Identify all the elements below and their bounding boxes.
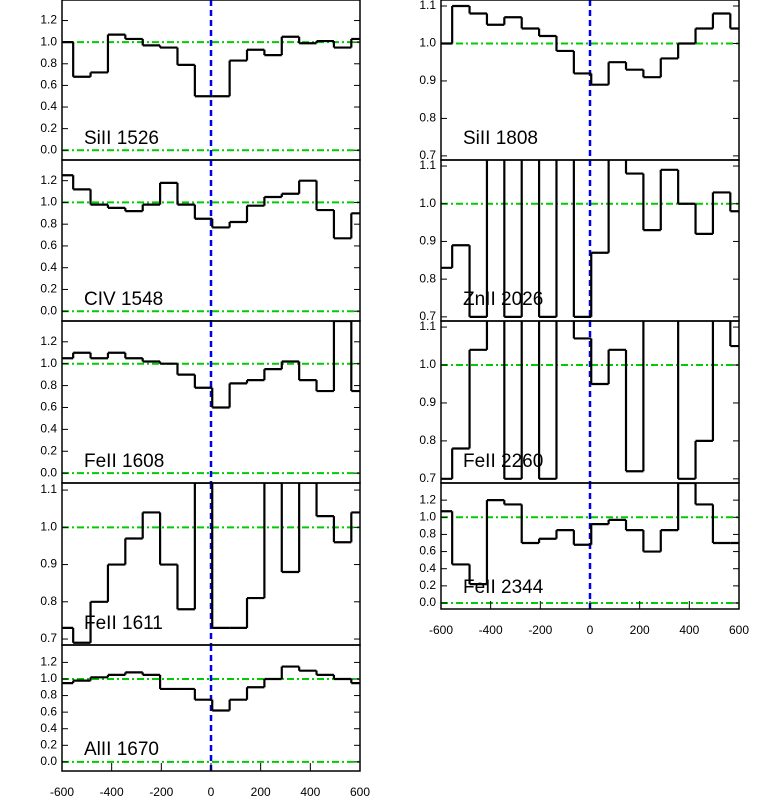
y-tick-label: 0.9: [419, 73, 436, 87]
x-tick-label: -200: [149, 785, 173, 799]
panel: 0.0 0.2 0.4 0.6 0.8 1.0 1.2 -600 -400 -200 0 200 400…: [40, 644, 370, 799]
plot-area: [62, 160, 360, 321]
x-tick-label: 200: [251, 785, 271, 799]
panel: 0.7 0.8 0.9 1.0 1.1 FeII 1611: [40, 482, 361, 646]
y-tick-label: 1.0: [419, 36, 436, 50]
x-tick-label: 0: [587, 623, 594, 637]
panel: 0.0 0.2 0.4 0.6 0.8 1.0 1.2 CIV 1548: [40, 159, 361, 322]
y-tick-label: 0.9: [40, 557, 57, 571]
y-tick-label: 1.0: [40, 356, 57, 370]
y-tick-label: 0.4: [40, 422, 57, 436]
y-tick-label: 1.1: [419, 158, 436, 172]
x-tick-label: -600: [429, 623, 453, 637]
panel-label: FeII 1608: [84, 451, 164, 472]
panel-label: AlII 1670: [84, 739, 159, 760]
y-tick-label: 0.8: [40, 216, 57, 230]
x-tick-label: 400: [679, 623, 699, 637]
panel: 0.7 0.8 0.9 1.0 1.1 SiII 1808: [419, 0, 740, 162]
y-tick-label: 1.1: [419, 319, 436, 333]
y-tick-label: 0.8: [419, 433, 436, 447]
y-tick-label: 0.8: [40, 378, 57, 392]
y-tick-label: 1.2: [40, 334, 57, 348]
y-tick-label: 0.2: [40, 282, 57, 296]
y-tick-label: 0.6: [40, 704, 57, 718]
y-tick-label: 0.6: [419, 544, 436, 558]
panel: 0.0 0.2 0.4 0.6 0.8 1.0 1.2 SiII 1526: [40, 0, 361, 161]
y-tick-label: 0.8: [40, 688, 57, 702]
plot-area: [441, 483, 739, 609]
panel-label: SiII 1526: [84, 128, 159, 149]
y-tick-label: 1.2: [40, 173, 57, 187]
panel-label: FeII 1611: [84, 613, 163, 634]
y-tick-label: 1.0: [419, 357, 436, 371]
y-tick-label: 0.8: [40, 56, 57, 70]
x-tick-label: -600: [50, 785, 74, 799]
y-tick-label: 0.4: [40, 99, 57, 113]
y-tick-label: 1.0: [40, 34, 57, 48]
y-tick-label: 0.2: [419, 578, 436, 592]
y-tick-label: 0.7: [419, 309, 436, 323]
y-tick-label: 0.7: [419, 148, 436, 162]
plot-area: [441, 160, 739, 321]
y-tick-label: 0.2: [40, 443, 57, 457]
y-tick-label: 0.0: [40, 465, 57, 479]
y-tick-label: 1.2: [419, 492, 436, 506]
y-tick-label: 0.4: [40, 260, 57, 274]
x-tick-label: 400: [300, 785, 320, 799]
panel: 0.0 0.2 0.4 0.6 0.8 1.0 1.2 FeII 1608: [40, 320, 361, 484]
plot-area: [62, 321, 360, 483]
y-tick-label: 1.1: [419, 0, 436, 12]
y-tick-label: 1.0: [40, 195, 57, 209]
x-tick-label: 200: [630, 623, 650, 637]
x-tick-label: -400: [100, 785, 124, 799]
y-tick-label: 1.0: [419, 509, 436, 523]
y-tick-label: 0.9: [419, 395, 436, 409]
panel: 0.7 0.8 0.9 1.0 1.1 FeII 2260: [419, 319, 740, 485]
y-tick-label: 1.0: [40, 671, 57, 685]
x-tick-label: 600: [350, 785, 370, 799]
y-tick-label: 1.2: [40, 655, 57, 669]
y-tick-label: 0.8: [419, 271, 436, 285]
y-tick-label: 1.2: [40, 13, 57, 27]
y-tick-label: 0.6: [40, 238, 57, 252]
y-tick-label: 0.2: [40, 737, 57, 751]
panel: 0.7 0.8 0.9 1.0 1.1 ZnII 2026: [419, 158, 740, 323]
panel-label: CIV 1548: [84, 289, 163, 310]
plot-area: [62, 0, 360, 160]
y-tick-label: 0.4: [419, 561, 436, 575]
y-tick-label: 1.0: [419, 196, 436, 210]
y-tick-label: 0.6: [40, 78, 57, 92]
y-tick-label: 0.8: [40, 594, 57, 608]
y-tick-label: 0.0: [40, 142, 57, 156]
x-tick-label: -200: [528, 623, 552, 637]
y-tick-label: 0.0: [419, 595, 436, 609]
y-tick-label: 0.8: [419, 527, 436, 541]
x-tick-label: 600: [729, 623, 749, 637]
y-tick-label: 0.8: [419, 111, 436, 125]
panel: 0.0 0.2 0.4 0.6 0.8 1.0 1.2 -600 -400 -200 0 200 400…: [419, 482, 749, 637]
y-tick-label: 1.0: [40, 519, 57, 533]
y-tick-label: 0.4: [40, 721, 57, 735]
plot-area: [62, 483, 360, 645]
panel-label: ZnII 2026: [463, 289, 543, 310]
y-tick-label: 1.1: [40, 482, 57, 496]
x-tick-label: -400: [479, 623, 503, 637]
y-tick-label: 0.0: [40, 754, 57, 768]
plot-area: [62, 645, 360, 771]
y-tick-label: 0.6: [40, 400, 57, 414]
panel-label: FeII 2344: [463, 577, 544, 598]
y-tick-label: 0.2: [40, 121, 57, 135]
x-tick-label: 0: [208, 785, 215, 799]
plot-area: [441, 321, 739, 483]
y-tick-label: 0.0: [40, 303, 57, 317]
panel-label: SiII 1808: [463, 128, 538, 149]
y-tick-label: 0.7: [419, 471, 436, 485]
y-tick-label: 0.9: [419, 234, 436, 248]
plot-area: [441, 0, 739, 160]
panel-label: FeII 2260: [463, 451, 543, 472]
y-tick-label: 0.7: [40, 631, 57, 645]
